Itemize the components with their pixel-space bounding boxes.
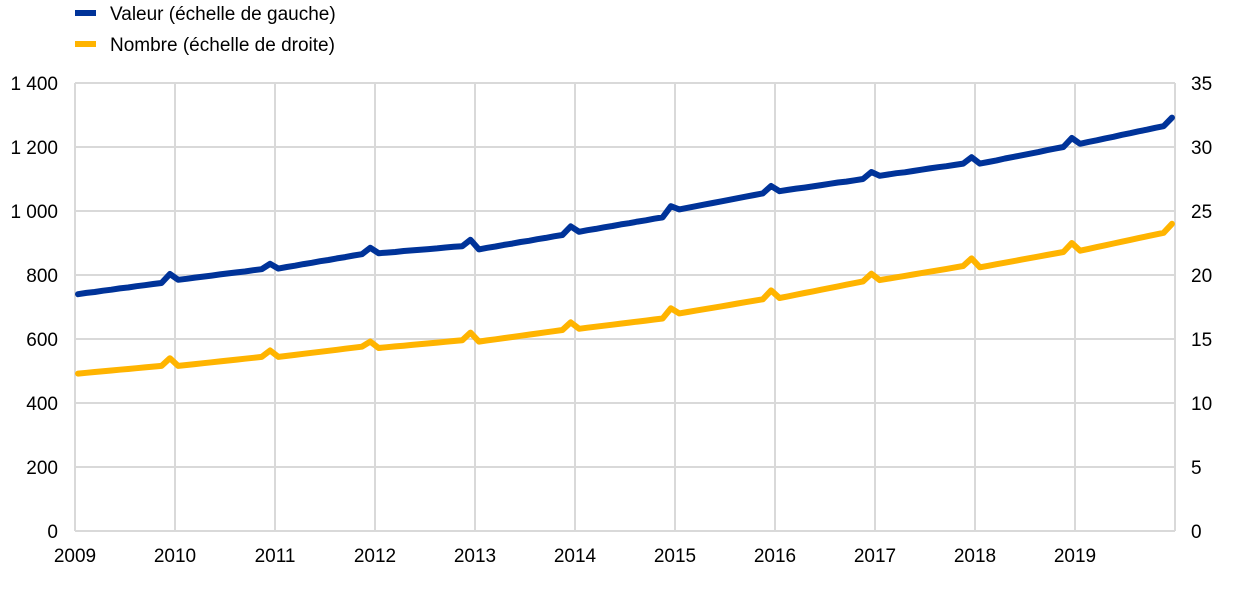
- x-tick-label: 2013: [454, 546, 496, 567]
- legend: Valeur (échelle de gauche) Nombre (échel…: [75, 4, 336, 56]
- series-lines: [75, 114, 1175, 377]
- y-right-tick-label: 30: [1191, 138, 1212, 159]
- x-tick-label: 2017: [854, 546, 896, 567]
- x-tick-label: 2015: [654, 546, 696, 567]
- y-right-tick-label: 0: [1191, 522, 1202, 543]
- x-tick-label: 2014: [554, 546, 597, 567]
- x-tick-label: 2019: [1054, 546, 1096, 567]
- y-left-tick-label: 1 400: [10, 74, 58, 95]
- y-left-tick-label: 600: [26, 330, 58, 351]
- y-right-tick-label: 5: [1191, 458, 1202, 479]
- legend-label-valeur: Valeur (échelle de gauche): [110, 4, 336, 25]
- y-left-tick-label: 400: [26, 394, 58, 415]
- x-tick-label: 2009: [54, 546, 96, 567]
- y-left-tick-label: 200: [26, 458, 58, 479]
- legend-item-valeur: Valeur (échelle de gauche): [75, 4, 336, 25]
- gridlines: [74, 82, 1176, 532]
- x-tick-label: 2012: [354, 546, 396, 567]
- y-right-tick-label: 20: [1191, 266, 1212, 287]
- y-left-tick-label: 800: [26, 266, 58, 287]
- y-left-tick-label: 1 200: [10, 138, 58, 159]
- y-axis-right: 0 5 10 15 20 25 30 35: [1191, 74, 1212, 543]
- x-tick-label: 2018: [954, 546, 996, 567]
- y-left-tick-label: 0: [47, 522, 58, 543]
- x-axis: 2009 2010 2011 2012 2013 2014 2015 2016 2017 2018…: [54, 546, 1096, 567]
- y-right-tick-label: 15: [1191, 330, 1212, 351]
- y-left-tick-label: 1 000: [10, 202, 58, 223]
- x-tick-label: 2010: [154, 546, 196, 567]
- y-right-tick-label: 25: [1191, 202, 1212, 223]
- y-axis-left: 0 200 400 600 800 1 000 1 200 1 400: [10, 74, 58, 543]
- legend-label-nombre: Nombre (échelle de droite): [110, 35, 335, 56]
- y-right-tick-label: 10: [1191, 394, 1212, 415]
- x-tick-label: 2011: [255, 546, 296, 567]
- y-right-tick-label: 35: [1191, 74, 1212, 95]
- x-tick-label: 2016: [754, 546, 796, 567]
- legend-item-nombre: Nombre (échelle de droite): [75, 35, 335, 56]
- series-line-nombre: [75, 220, 1175, 377]
- series-line-valeur: [75, 114, 1175, 298]
